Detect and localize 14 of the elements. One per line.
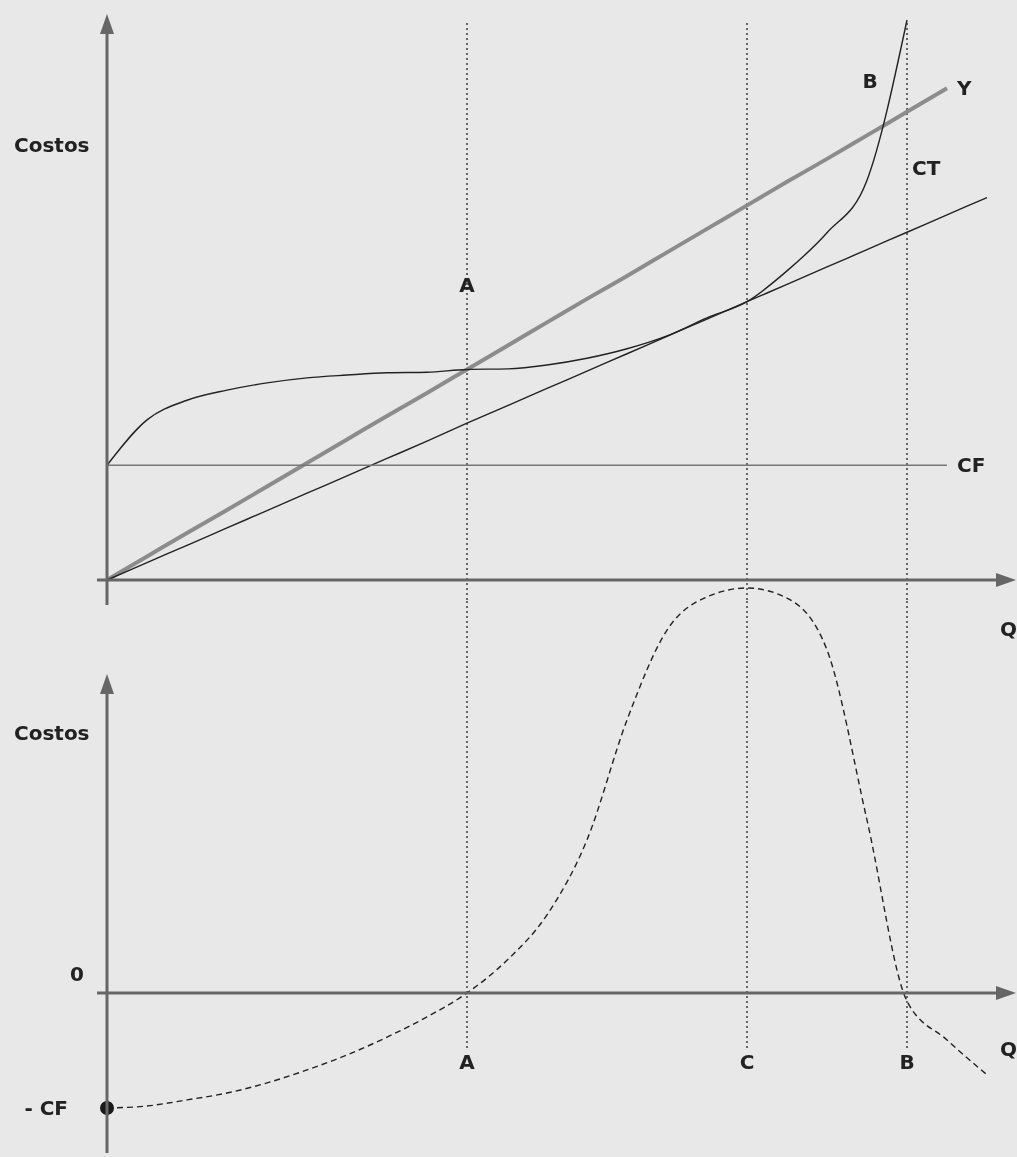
- x-tick-label: B: [899, 1050, 915, 1074]
- series-label: CT: [912, 155, 941, 180]
- x-tick-label: A: [459, 1050, 476, 1074]
- x-axis-title: Q: [1000, 1037, 1017, 1061]
- y-axis-title: Costos: [14, 721, 90, 745]
- annotation: A: [459, 273, 476, 297]
- text: 0: [70, 962, 84, 986]
- x-tick-label: C: [739, 1050, 755, 1074]
- y-axis-title: Costos: [14, 133, 90, 157]
- series-label: CF: [957, 453, 986, 478]
- text: - CF: [24, 1096, 68, 1120]
- annotation: B: [862, 69, 878, 93]
- x-axis-title: Q: [1000, 617, 1017, 641]
- series-label: Y: [956, 76, 972, 101]
